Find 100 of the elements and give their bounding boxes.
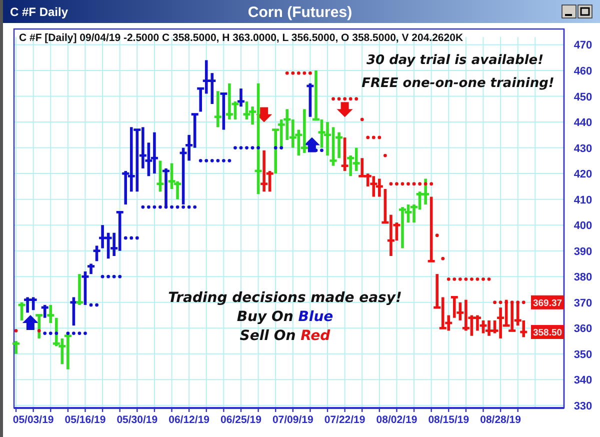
- point: [476, 277, 480, 281]
- annotation: 30 day trial is available!: [366, 53, 544, 68]
- y-tick-label: 340: [574, 374, 592, 387]
- text: 369.37: [532, 298, 562, 309]
- point: [504, 300, 508, 304]
- point: [412, 182, 416, 186]
- annotation: Trading decisions made easy!: [168, 290, 402, 306]
- point: [400, 182, 404, 186]
- y-tick-label: 430: [574, 142, 592, 155]
- x-tick-label: 05/30/19: [116, 414, 158, 426]
- point: [308, 71, 312, 75]
- y-tick-label: 370: [574, 297, 592, 310]
- point: [464, 277, 468, 281]
- x-tick-label: 05/03/19: [12, 414, 54, 426]
- point: [89, 303, 93, 307]
- point: [372, 136, 376, 140]
- point: [441, 256, 445, 260]
- point: [78, 332, 82, 335]
- point: [280, 146, 284, 150]
- point: [245, 146, 248, 150]
- candlestick: [36, 314, 43, 340]
- point: [424, 182, 428, 186]
- point: [470, 277, 474, 281]
- candlestick: [47, 304, 54, 324]
- annotation: Buy On Blue: [236, 309, 334, 325]
- point: [487, 277, 491, 281]
- point: [95, 303, 98, 307]
- point: [72, 332, 76, 335]
- point: [332, 97, 335, 101]
- point: [348, 97, 352, 101]
- point: [493, 300, 496, 304]
- point: [406, 182, 410, 186]
- annotation: FREE one-on-one training!: [362, 76, 554, 91]
- point: [37, 329, 41, 332]
- y-tick-label: 460: [574, 65, 592, 78]
- annotation: C #F [Daily] 09/04/19 -2.5000 C 358.5000, H 363.0000, L 356.5000, O 358.5000, V 204.2620K: [19, 32, 464, 44]
- point: [106, 274, 110, 278]
- x-tick-label: 06/25/19: [220, 414, 262, 426]
- point: [182, 205, 185, 209]
- point: [274, 146, 278, 150]
- candlestick: [93, 244, 100, 263]
- point: [54, 332, 58, 335]
- point: [14, 329, 18, 332]
- point: [302, 71, 306, 75]
- point: [239, 146, 243, 150]
- point: [43, 332, 47, 335]
- text: 358.50: [532, 327, 562, 338]
- point: [141, 205, 145, 209]
- point: [84, 332, 87, 335]
- y-tick-label: 390: [574, 246, 592, 258]
- point: [146, 205, 150, 209]
- point: [498, 300, 502, 304]
- candlestick: [341, 136, 348, 172]
- x-tick-label: 08/15/19: [428, 414, 470, 426]
- candlestick: [76, 272, 83, 306]
- point: [158, 205, 162, 209]
- candlestick: [214, 90, 222, 129]
- point: [446, 277, 450, 281]
- candlestick: [88, 262, 95, 276]
- y-tick-label: 380: [574, 272, 592, 284]
- point: [366, 136, 370, 140]
- y-tick-label: 420: [574, 168, 592, 181]
- point: [118, 274, 122, 278]
- chart-title: Corn (Futures): [248, 4, 352, 21]
- point: [198, 158, 202, 162]
- x-tick-label: 06/12/19: [168, 414, 210, 426]
- point: [250, 146, 254, 150]
- point: [234, 146, 237, 150]
- annotation: Sell On Red: [240, 328, 332, 344]
- point: [216, 158, 220, 162]
- x-tick-label: 07/09/19: [272, 414, 314, 426]
- candlestick: [220, 92, 228, 132]
- point: [170, 205, 174, 209]
- point: [135, 236, 139, 240]
- point: [516, 300, 520, 304]
- point: [285, 71, 289, 75]
- candlestick: [237, 87, 244, 108]
- point: [418, 182, 422, 186]
- point: [291, 71, 295, 75]
- point: [193, 205, 197, 209]
- point: [130, 236, 134, 240]
- point: [452, 277, 456, 281]
- point: [228, 158, 232, 162]
- point: [395, 182, 398, 186]
- point: [112, 274, 116, 278]
- point: [522, 300, 526, 304]
- point: [435, 234, 439, 238]
- point: [124, 236, 128, 240]
- candlestick: [82, 270, 89, 306]
- candlestick: [428, 195, 435, 263]
- point: [222, 158, 226, 162]
- candlestick: [156, 159, 164, 193]
- point: [296, 71, 300, 75]
- chart-subtitle: C #F Daily: [10, 5, 68, 19]
- point: [389, 182, 393, 186]
- y-tick-label: 410: [574, 194, 592, 206]
- point: [176, 205, 180, 209]
- point: [256, 146, 260, 150]
- candlestick: [18, 300, 26, 322]
- x-tick-label: 07/22/19: [324, 414, 366, 426]
